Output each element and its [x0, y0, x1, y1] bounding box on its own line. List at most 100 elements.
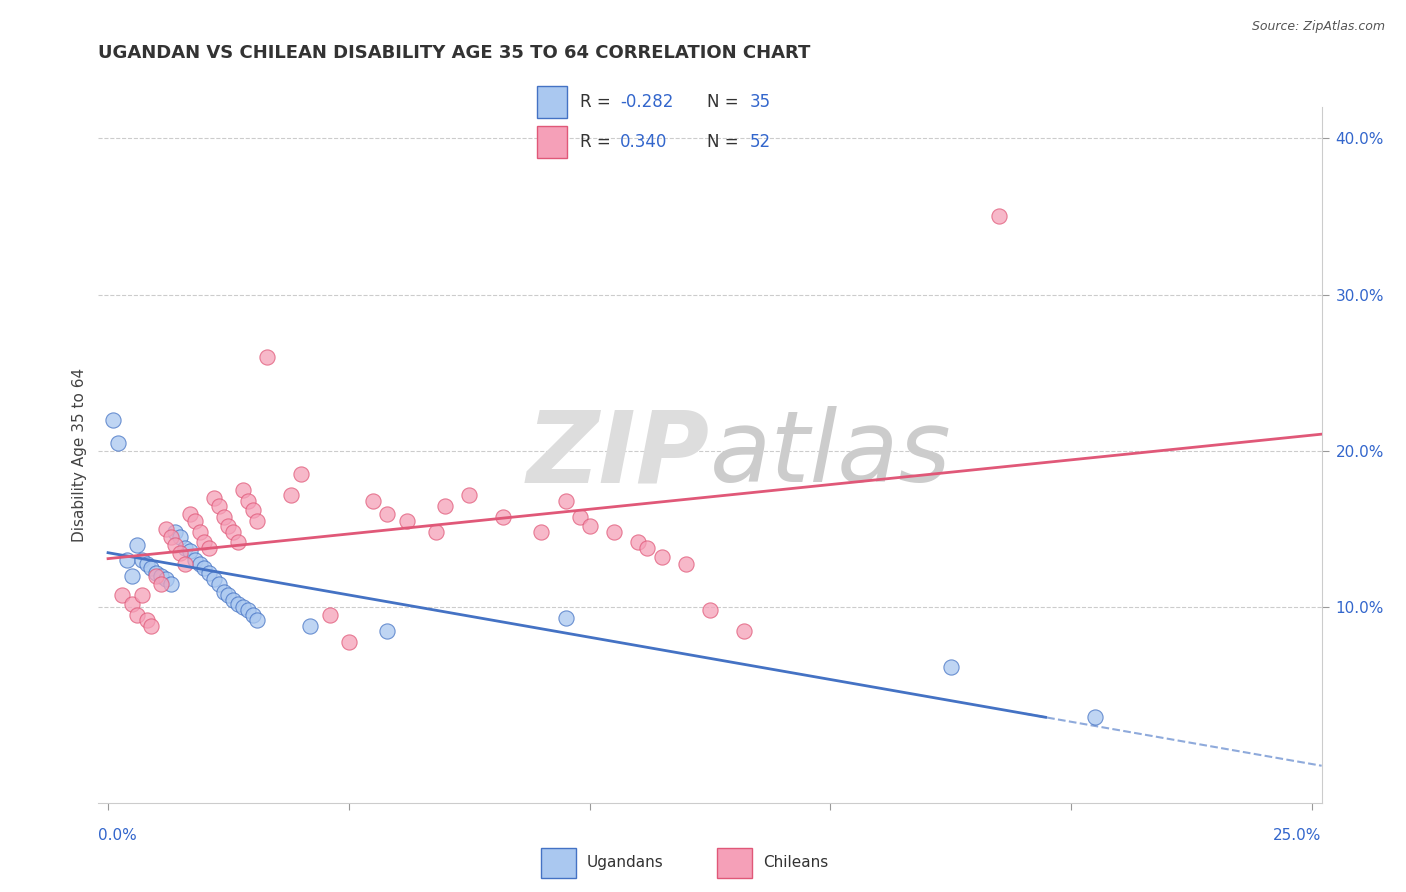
Text: UGANDAN VS CHILEAN DISABILITY AGE 35 TO 64 CORRELATION CHART: UGANDAN VS CHILEAN DISABILITY AGE 35 TO … [98, 45, 811, 62]
Y-axis label: Disability Age 35 to 64: Disability Age 35 to 64 [72, 368, 87, 542]
Point [202, 572, 225, 586]
Text: Chileans: Chileans [762, 855, 828, 870]
Point [578, 519, 600, 533]
Bar [537, 126, 568, 158]
Point [232, 483, 254, 497]
Point [131, 588, 153, 602]
Text: Ugandans: Ugandans [588, 855, 664, 870]
Point [155, 572, 177, 586]
Point [202, 491, 225, 505]
Bar [537, 87, 568, 119]
Point [111, 588, 134, 602]
Text: R =: R = [579, 94, 616, 112]
Point [198, 541, 221, 555]
Point [165, 538, 187, 552]
Point [150, 577, 173, 591]
Point [554, 494, 576, 508]
Point [125, 608, 148, 623]
Point [155, 522, 177, 536]
Point [141, 561, 163, 575]
Text: N =: N = [707, 133, 744, 151]
Point [159, 530, 181, 544]
Point [377, 624, 399, 638]
Point [242, 608, 264, 623]
Point [290, 467, 312, 482]
Text: ZIP: ZIP [527, 407, 710, 503]
Point [131, 553, 153, 567]
Point [299, 619, 322, 633]
Bar [541, 847, 576, 878]
Point [246, 514, 269, 528]
Point [733, 624, 755, 638]
Point [569, 509, 592, 524]
Point [208, 577, 231, 591]
Point [169, 546, 191, 560]
Text: 0.340: 0.340 [620, 133, 668, 151]
Point [337, 634, 360, 648]
Point [377, 507, 399, 521]
Point [217, 588, 239, 602]
Point [222, 592, 245, 607]
Point [425, 525, 447, 540]
Point [458, 488, 481, 502]
Point [236, 603, 259, 617]
Point [318, 608, 340, 623]
Point [179, 507, 201, 521]
Text: 35: 35 [749, 94, 770, 112]
Point [193, 534, 215, 549]
Point [651, 550, 673, 565]
Text: 0.0%: 0.0% [98, 829, 138, 843]
Point [939, 660, 962, 674]
Point [530, 525, 553, 540]
Point [212, 509, 235, 524]
Point [434, 499, 457, 513]
Point [135, 613, 157, 627]
Point [101, 413, 124, 427]
Text: R =: R = [579, 133, 616, 151]
Point [169, 530, 191, 544]
Point [636, 541, 658, 555]
Point [135, 557, 157, 571]
Point [165, 525, 187, 540]
Point [198, 566, 221, 580]
Point [145, 566, 167, 580]
Point [125, 538, 148, 552]
Point [232, 600, 254, 615]
Point [256, 350, 278, 364]
Point [193, 561, 215, 575]
Point [188, 525, 211, 540]
Point [222, 525, 245, 540]
Point [217, 519, 239, 533]
Point [675, 557, 697, 571]
Text: atlas: atlas [710, 407, 952, 503]
Point [121, 597, 143, 611]
Text: 25.0%: 25.0% [1274, 829, 1322, 843]
Point [236, 494, 259, 508]
Point [212, 584, 235, 599]
Point [395, 514, 418, 528]
Point [184, 553, 207, 567]
Text: -0.282: -0.282 [620, 94, 673, 112]
Point [145, 569, 167, 583]
Point [699, 603, 721, 617]
Point [150, 569, 173, 583]
Point [179, 544, 201, 558]
Point [226, 534, 249, 549]
Point [159, 577, 181, 591]
Point [174, 557, 197, 571]
Point [141, 619, 163, 633]
Point [280, 488, 302, 502]
Point [988, 210, 1011, 224]
Point [121, 569, 143, 583]
Text: Source: ZipAtlas.com: Source: ZipAtlas.com [1251, 20, 1385, 33]
Bar [717, 847, 752, 878]
Text: N =: N = [707, 94, 744, 112]
Point [107, 436, 129, 450]
Point [184, 514, 207, 528]
Point [627, 534, 650, 549]
Point [174, 541, 197, 555]
Point [361, 494, 384, 508]
Point [492, 509, 515, 524]
Point [188, 557, 211, 571]
Text: 52: 52 [749, 133, 770, 151]
